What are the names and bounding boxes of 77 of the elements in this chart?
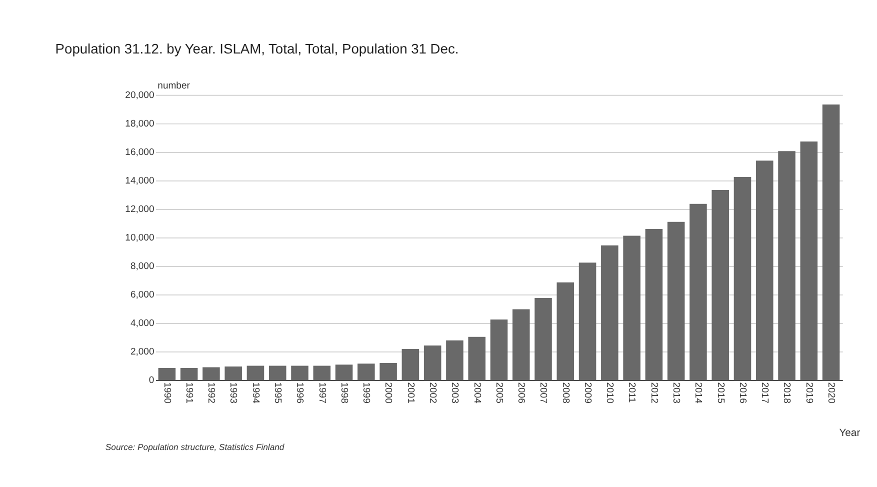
x-tick-label: 1997 [316, 382, 328, 404]
bar [313, 366, 331, 380]
x-tick-label: 1994 [250, 382, 261, 404]
x-tick-label: 2017 [759, 382, 770, 404]
y-tick-label: 4,000 [130, 318, 154, 330]
x-tick-label: 2004 [471, 382, 482, 404]
bar [268, 366, 286, 380]
x-tick-label: 2002 [426, 382, 438, 404]
bar [601, 245, 618, 380]
bar [291, 366, 308, 380]
y-tick-label: 12,000 [125, 204, 154, 216]
x-tick-label: 1999 [360, 382, 372, 404]
bar [424, 346, 442, 380]
bar [822, 104, 840, 380]
x-tick-label: 2018 [781, 382, 792, 404]
x-tick-label: 1993 [228, 382, 239, 404]
x-tick-label: 2016 [736, 382, 748, 404]
bar [734, 177, 752, 380]
y-tick-label: 20,000 [125, 90, 154, 101]
bar [578, 262, 596, 380]
bar [224, 366, 242, 380]
bar [180, 368, 198, 380]
bar [645, 228, 663, 380]
x-tick-label: 2012 [648, 382, 660, 404]
y-tick-label: 14,000 [125, 175, 154, 186]
bar [556, 282, 574, 380]
x-tick-label: 1995 [272, 382, 284, 404]
x-axis-title: Year [839, 428, 861, 439]
x-tick-label: 1998 [338, 382, 350, 404]
x-tick-label: 2015 [714, 382, 726, 404]
bar [158, 368, 176, 380]
x-tick-label: 2013 [670, 382, 682, 404]
bar [402, 348, 420, 380]
x-tick-label: 2006 [516, 382, 527, 404]
bar [778, 151, 796, 380]
y-tick-label: 2,000 [130, 346, 154, 358]
x-tick-label: 1992 [206, 382, 217, 404]
x-tick-label: 2008 [560, 382, 571, 404]
bar [202, 367, 220, 380]
bar [490, 319, 508, 380]
x-tick-label: 1990 [161, 382, 172, 404]
x-tick-label: 1996 [294, 382, 306, 404]
source-note: Source: Population structure, Statistics Finland [105, 442, 286, 452]
bar [756, 160, 774, 380]
x-tick-label: 2003 [449, 382, 460, 404]
x-tick-label: 2009 [582, 382, 593, 404]
chart-title: Population 31.12. by Year. ISLAM, Total, Total, Population 31 Dec. [55, 40, 459, 56]
bar [690, 204, 707, 380]
y-tick-label: 8,000 [130, 261, 154, 272]
y-tick-label: 6,000 [130, 290, 154, 301]
bar [534, 298, 552, 380]
x-tick-label: 1991 [183, 382, 194, 404]
x-tick-label: 2019 [803, 382, 814, 404]
bar [358, 364, 375, 380]
bar [800, 142, 818, 380]
bar [246, 366, 264, 380]
bar [623, 236, 640, 380]
x-tick-label: 2000 [382, 382, 394, 404]
x-tick-label: 2014 [692, 382, 704, 404]
x-tick-label: 2005 [493, 382, 504, 404]
bar [335, 364, 353, 380]
y-tick-label: 0 [148, 375, 154, 386]
x-tick-label: 2011 [626, 382, 638, 403]
y-tick-label: 18,000 [125, 118, 154, 130]
bar [712, 190, 729, 380]
x-tick-label: 2020 [825, 382, 836, 404]
bar [667, 222, 685, 380]
x-tick-label: 2001 [404, 382, 416, 404]
bar [380, 362, 397, 380]
bar [446, 340, 464, 380]
y-axis-title: number [158, 80, 190, 92]
bar [512, 309, 530, 380]
x-tick-label: 2010 [604, 382, 616, 404]
y-tick-label: 16,000 [125, 146, 154, 158]
x-tick-label: 2007 [538, 382, 549, 404]
bar [468, 336, 486, 380]
y-tick-label: 10,000 [125, 232, 154, 244]
